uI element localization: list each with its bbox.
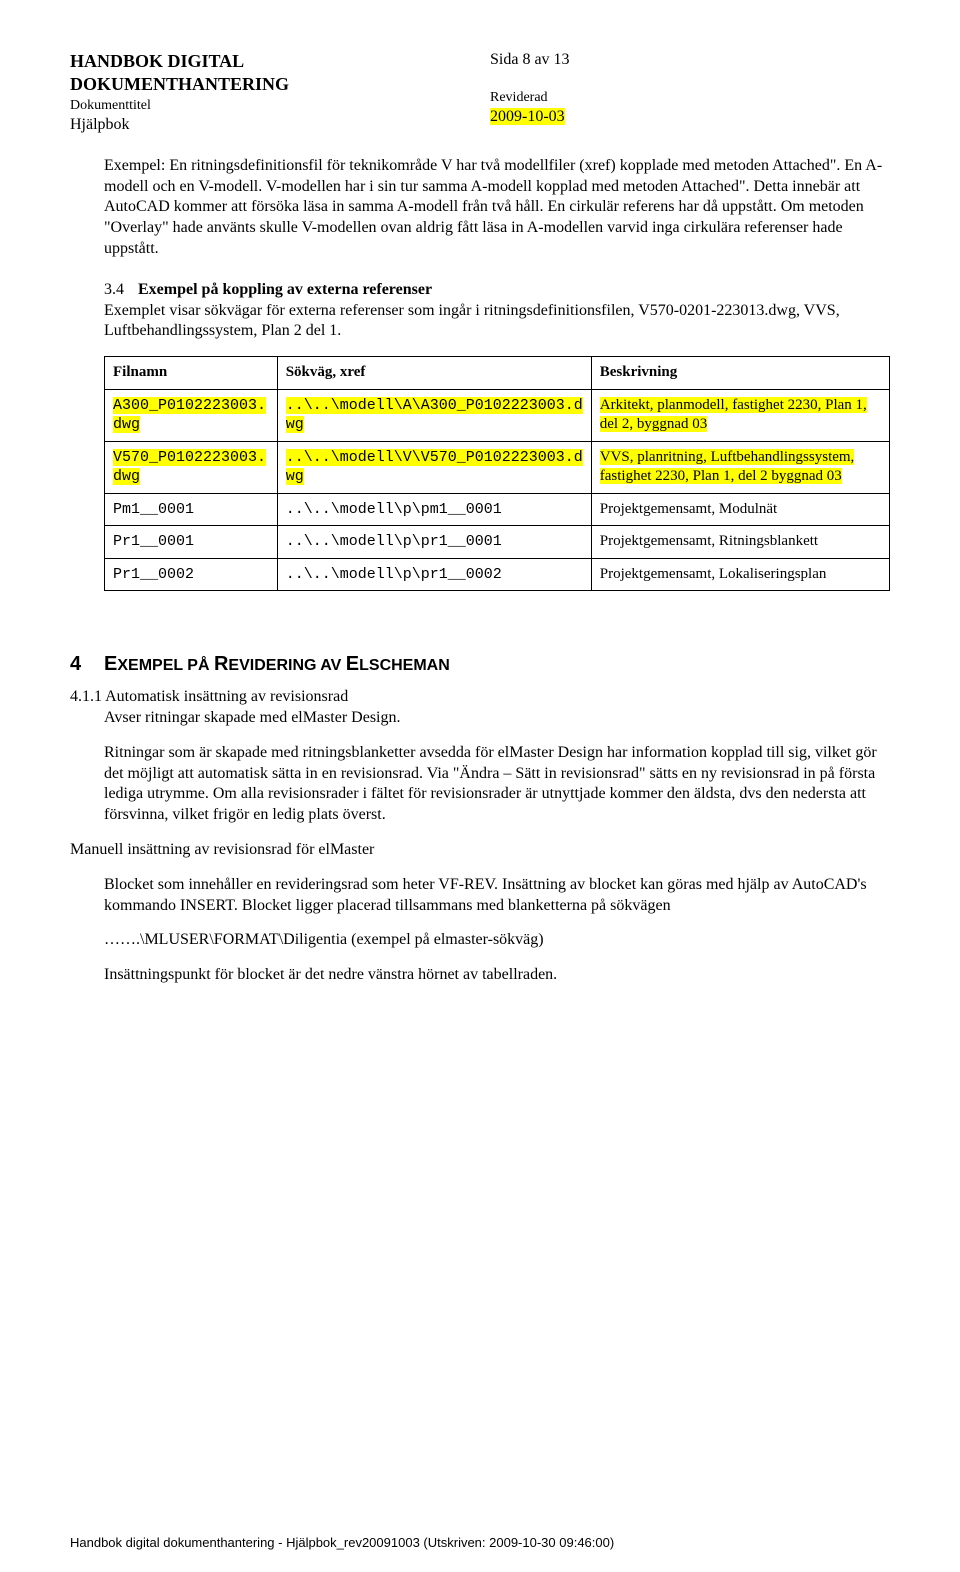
table-cell-sokvag: ..\..\modell\A\A300_P0102223003.dwg (277, 389, 591, 441)
table-row: A300_P0102223003.dwg..\..\modell\A\A300_… (105, 389, 890, 441)
table-cell-sokvag: ..\..\modell\p\pr1__0001 (277, 526, 591, 559)
manual-heading: Manuell insättning av revisionsrad för e… (70, 840, 890, 861)
section-4-1-1-para: Ritningar som är skapade med ritningsbla… (104, 743, 890, 826)
th-filnamn: Filnamn (105, 357, 278, 390)
table-row: V570_P0102223003.dwg..\..\modell\V\V570_… (105, 441, 890, 493)
table-row: Pr1__0002..\..\modell\p\pr1__0002Projekt… (105, 558, 890, 591)
helpbook-label: Hjälpbok (70, 115, 470, 136)
table-header-row: Filnamn Sökväg, xref Beskrivning (105, 357, 890, 390)
manual-para-2: Insättningspunkt för blocket är det nedr… (104, 965, 890, 986)
table-cell-besk: VVS, planritning, Luftbehandlingssystem,… (591, 441, 889, 493)
section-4-1-1-title: Automatisk insättning av revisionsrad (105, 688, 348, 705)
page-footer: Handbok digital dokumenthantering - Hjäl… (70, 1535, 614, 1552)
table-cell-filnamn: Pr1__0001 (105, 526, 278, 559)
table-cell-besk: Arkitekt, planmodell, fastighet 2230, Pl… (591, 389, 889, 441)
table-cell-filnamn: Pm1__0001 (105, 493, 278, 526)
th-sokvag: Sökväg, xref (277, 357, 591, 390)
section-4-1-1-num: 4.1.1 (70, 688, 102, 705)
doc-title-1: HANDBOK DIGITAL (70, 50, 470, 73)
xref-table: Filnamn Sökväg, xref Beskrivning A300_P0… (104, 356, 890, 591)
header-date: 2009-10-03 (490, 107, 890, 128)
section-3-4-heading: 3.4 Exempel på koppling av externa refer… (104, 280, 890, 301)
section-4-heading: 4EXEMPEL PÅ REVIDERING AV ELSCHEMAN (70, 651, 890, 677)
section-3-4-text: Exemplet visar sökvägar för externa refe… (104, 301, 890, 343)
paragraph-example: Exempel: En ritningsdefinitionsfil för t… (104, 156, 890, 260)
page-info: Sida 8 av 13 (490, 50, 890, 71)
table-cell-sokvag: ..\..\modell\V\V570_P0102223003.dwg (277, 441, 591, 493)
doc-title-2: DOKUMENTHANTERING (70, 73, 470, 96)
section-3-4-num: 3.4 (104, 280, 138, 301)
th-beskrivning: Beskrivning (591, 357, 889, 390)
table-cell-filnamn: V570_P0102223003.dwg (105, 441, 278, 493)
page-header: HANDBOK DIGITAL DOKUMENTHANTERING Dokume… (70, 50, 890, 136)
doc-title-label: Dokumenttitel (70, 97, 470, 115)
table-cell-sokvag: ..\..\modell\p\pm1__0001 (277, 493, 591, 526)
section-4-1-1-line1: 4.1.1 Automatisk insättning av revisions… (70, 687, 890, 708)
manual-path: …….\MLUSER\FORMAT\Diligentia (exempel på… (104, 930, 890, 951)
table-cell-filnamn: A300_P0102223003.dwg (105, 389, 278, 441)
manual-para-1: Blocket som innehåller en revideringsrad… (104, 875, 890, 917)
reviderad-label: Reviderad (490, 89, 890, 107)
section-3-4-title: Exempel på koppling av externa referense… (138, 280, 432, 301)
table-cell-besk: Projektgemensamt, Modulnät (591, 493, 889, 526)
section-4-1-1-block: 4.1.1 Automatisk insättning av revisions… (70, 687, 890, 826)
table-cell-filnamn: Pr1__0002 (105, 558, 278, 591)
table-row: Pm1__0001..\..\modell\p\pm1__0001Projekt… (105, 493, 890, 526)
table-cell-besk: Projektgemensamt, Ritningsblankett (591, 526, 889, 559)
table-cell-besk: Projektgemensamt, Lokaliseringsplan (591, 558, 889, 591)
table-row: Pr1__0001..\..\modell\p\pr1__0001Projekt… (105, 526, 890, 559)
section-4-1-1-line2: Avser ritningar skapade med elMaster Des… (104, 708, 890, 729)
section-4-num: 4 (70, 651, 104, 677)
header-right: Sida 8 av 13 Reviderad 2009-10-03 (470, 50, 890, 136)
table-cell-sokvag: ..\..\modell\p\pr1__0002 (277, 558, 591, 591)
header-left: HANDBOK DIGITAL DOKUMENTHANTERING Dokume… (70, 50, 470, 136)
